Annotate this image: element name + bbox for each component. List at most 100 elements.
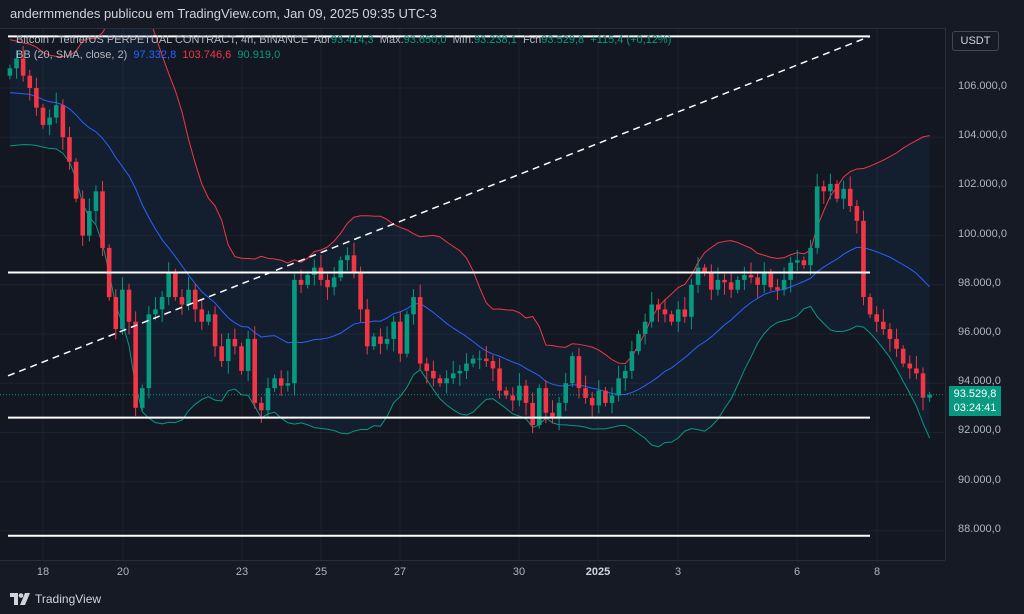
candle-body <box>232 338 238 347</box>
price-label: 90.000,0 <box>958 473 1001 486</box>
time-label: 30 <box>512 566 526 578</box>
candle-body <box>530 402 535 426</box>
low-value: 93.238,1 <box>474 34 517 46</box>
candle-body <box>239 346 244 371</box>
candle-body <box>272 378 277 389</box>
candle-body <box>847 188 853 207</box>
price-label: 98.000,0 <box>958 276 1001 289</box>
candle-body <box>53 105 59 118</box>
candle-body <box>536 388 542 426</box>
close-value: 93.529,8 <box>541 34 585 46</box>
candle-body <box>67 137 72 162</box>
candle-body <box>133 321 138 408</box>
candle-body <box>126 289 132 322</box>
bb-legend[interactable]: BB (20, SMA, close, 2) 97.332,8 103.746,… <box>16 48 671 63</box>
candle-body <box>927 394 932 398</box>
candle-body <box>404 314 410 354</box>
candle-body <box>311 267 317 275</box>
candle-body <box>689 284 694 317</box>
time-label: 20 <box>116 566 130 578</box>
time-axis[interactable]: 18 20 23 25 27 30 2025 3 6 8 <box>0 560 945 586</box>
candle-body <box>801 260 807 266</box>
currency-unit-button[interactable]: USDT <box>952 31 999 51</box>
candle-body <box>192 289 198 310</box>
current-price: 93.529,8 <box>953 388 997 400</box>
time-label: 8 <box>873 566 881 578</box>
candle-body <box>457 370 463 374</box>
price-chart[interactable] <box>0 29 945 561</box>
candle-body <box>695 267 701 285</box>
candle-body <box>298 279 304 285</box>
candle-body <box>166 272 172 298</box>
candle-body <box>100 191 105 248</box>
time-label: 2025 <box>585 566 611 578</box>
candle-body <box>417 297 423 364</box>
candle-body <box>841 188 846 199</box>
candle-body <box>556 402 562 418</box>
candle-body <box>821 186 827 192</box>
price-axis[interactable]: 106.000,0 104.000,0 102.000,0 100.000,0 98.0… <box>945 28 1024 560</box>
candle-body <box>563 383 569 403</box>
candle-body <box>219 346 224 362</box>
candle-body <box>252 338 258 403</box>
candle-body <box>292 279 297 384</box>
brand-name: TradingView <box>35 592 102 606</box>
candle-body <box>159 297 165 310</box>
candle-body <box>490 361 496 369</box>
bb-upper-value: 103.746,6 <box>182 49 232 61</box>
candle-body <box>761 272 767 285</box>
candle-body <box>345 255 350 261</box>
candle-body <box>477 358 482 360</box>
candle-body <box>570 356 575 384</box>
legend: Bitcoin / TetherUS PERPETUAL CONTRACT, 4… <box>16 33 671 63</box>
candle-body <box>616 378 621 396</box>
symbol-legend[interactable]: Bitcoin / TetherUS PERPETUAL CONTRACT, 4… <box>16 33 671 48</box>
candle-body <box>73 161 79 199</box>
candle-body <box>364 309 370 347</box>
price-label: 106.000,0 <box>958 80 1007 92</box>
candle-body <box>437 378 443 384</box>
candle-body <box>450 373 456 379</box>
candle-body <box>702 267 707 273</box>
current-price-badge: 93.529,8 03:24:41 <box>949 386 1001 416</box>
price-label: 96.000,0 <box>958 326 1001 338</box>
bb-upper-line <box>9 29 930 365</box>
candle-body <box>874 314 879 322</box>
candle-body <box>424 363 430 371</box>
candle-body <box>120 289 125 330</box>
low-label: Mín. <box>452 34 474 46</box>
price-label: 100.000,0 <box>958 227 1007 240</box>
candle-body <box>603 390 608 403</box>
candle-body <box>589 397 595 406</box>
candle-body <box>550 412 555 418</box>
candle-body <box>199 309 205 322</box>
trend-line <box>7 35 871 377</box>
chart-pane[interactable] <box>0 28 945 561</box>
candle-body <box>351 255 357 273</box>
candle-body <box>900 348 906 364</box>
open-label: Abr <box>313 34 331 46</box>
publish-info: andermmendes publicou em TradingView.com… <box>10 6 437 21</box>
candle-body <box>510 395 516 401</box>
tradingview-logo: TradingView <box>10 592 101 606</box>
candle-body <box>503 390 509 396</box>
tradingview-logo-icon <box>10 593 30 605</box>
candle-body <box>378 336 383 344</box>
candle-body <box>47 117 52 125</box>
candle-body <box>636 334 641 352</box>
candle-body <box>80 198 85 236</box>
price-label: 102.000,0 <box>958 178 1007 191</box>
candle-body <box>768 272 774 288</box>
candle-body <box>775 287 780 290</box>
candle-body <box>20 58 26 76</box>
candle-body <box>464 363 469 371</box>
candle-body <box>834 183 840 199</box>
price-label: 94.000,0 <box>958 375 1001 388</box>
candle-body <box>278 378 284 386</box>
candle-body <box>484 358 489 362</box>
candle-body <box>828 183 833 192</box>
candle-body <box>358 272 363 310</box>
candle-body <box>523 385 529 403</box>
symbol-name: Bitcoin / TetherUS PERPETUAL CONTRACT, 4… <box>16 34 309 46</box>
candle-body <box>444 378 449 384</box>
